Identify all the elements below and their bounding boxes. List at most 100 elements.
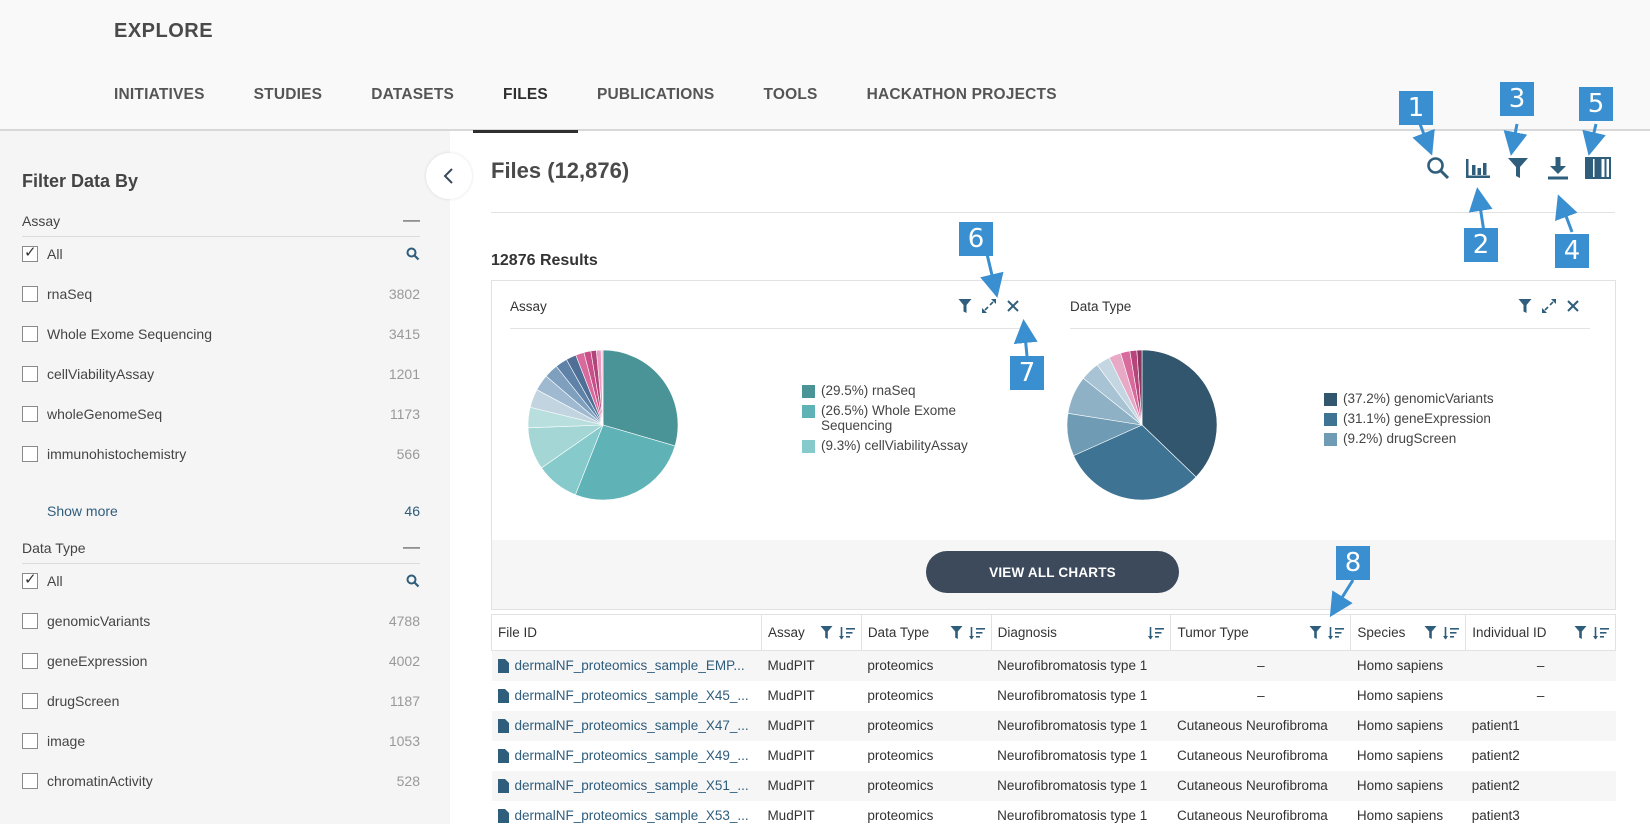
file-id-link[interactable]: dermalNF_proteomics_sample_X51_... (514, 778, 749, 793)
checkbox-icon[interactable] (22, 446, 38, 462)
filter-option-whole-genome[interactable]: wholeGenomeSeq 1173 (22, 400, 420, 428)
column-header-file-id[interactable]: File ID (491, 614, 762, 651)
filter-icon[interactable] (820, 625, 833, 640)
filter-icon[interactable] (1424, 625, 1437, 640)
legend-item[interactable]: (26.5%) Whole Exome Sequencing (802, 403, 1022, 433)
assay-all-checkbox[interactable]: All (22, 240, 420, 268)
file-id-link[interactable]: dermalNF_proteomics_sample_X53_... (514, 808, 749, 823)
pie-slice[interactable] (1136, 349, 1143, 426)
tab-initiatives[interactable]: INITIATIVES (114, 86, 205, 103)
file-id-cell[interactable]: dermalNF_proteomics_sample_X45_... (492, 681, 762, 711)
file-id-cell[interactable]: dermalNF_proteomics_sample_X47_... (491, 710, 762, 741)
datatype-all-checkbox[interactable]: All (22, 567, 420, 595)
checkbox-icon[interactable] (22, 570, 38, 589)
download-button[interactable] (1545, 155, 1571, 181)
chart-filter-button[interactable] (1516, 297, 1534, 315)
checkbox-icon[interactable] (22, 243, 38, 262)
legend-item[interactable]: (37.2%) genomicVariants (1324, 391, 1544, 406)
filter-option-drug-screen[interactable]: drugScreen 1187 (22, 687, 420, 715)
tab-files[interactable]: FILES (473, 84, 578, 133)
checkbox-icon[interactable] (22, 366, 38, 382)
column-header-species[interactable]: Species (1350, 614, 1467, 651)
columns-icon (1585, 157, 1611, 179)
file-id-link[interactable]: dermalNF_proteomics_sample_X47_... (514, 718, 749, 733)
file-id-cell[interactable]: dermalNF_proteomics_sample_X49_... (492, 741, 762, 771)
show-more-link[interactable]: Show more (47, 503, 118, 519)
column-header-tumor-type[interactable]: Tumor Type (1170, 614, 1352, 651)
filter-icon[interactable] (950, 625, 963, 640)
legend-item[interactable]: (9.2%) drugScreen (1324, 431, 1544, 446)
file-id-cell[interactable]: dermalNF_proteomics_sample_X53_... (492, 801, 762, 824)
pie-slice[interactable] (1073, 424, 1197, 501)
legend-item[interactable]: (9.3%) cellViabilityAssay (802, 438, 1022, 453)
tab-hackathon-projects[interactable]: HACKATHON PROJECTS (866, 86, 1057, 103)
collapse-sidebar-button[interactable] (426, 153, 472, 199)
datatype-pie-chart[interactable] (1066, 349, 1218, 501)
checkbox-icon[interactable] (22, 733, 38, 749)
search-icon[interactable] (406, 574, 420, 588)
filter-option-image[interactable]: image 1053 (22, 727, 420, 755)
legend-item[interactable]: (29.5%) rnaSeq (802, 383, 1022, 398)
column-header-diagnosis[interactable]: Diagnosis (990, 614, 1172, 651)
search-icon[interactable] (406, 247, 420, 261)
sort-icon[interactable] (1443, 626, 1460, 640)
callout-3: 3 (1500, 82, 1534, 116)
file-id-link[interactable]: dermalNF_proteomics_sample_X45_... (514, 688, 749, 703)
assay-collapse-toggle[interactable]: — (403, 210, 420, 229)
sort-icon[interactable] (968, 626, 985, 640)
search-button[interactable] (1425, 155, 1451, 181)
pie-slice[interactable] (575, 424, 676, 501)
chart-close-button[interactable] (1004, 297, 1022, 315)
toggle-filters-button[interactable] (1505, 155, 1531, 181)
species-cell: Homo sapiens (1356, 808, 1444, 823)
filter-option-chromatin-activity[interactable]: chromatinActivity 528 (22, 767, 420, 795)
tab-publications[interactable]: PUBLICATIONS (596, 86, 715, 103)
view-all-charts-button[interactable]: VIEW ALL CHARTS (926, 551, 1179, 593)
column-header-data-type[interactable]: Data Type (860, 614, 992, 651)
chart-filter-button[interactable] (956, 297, 974, 315)
sort-icon[interactable] (1593, 626, 1609, 640)
filter-option-gene-expression[interactable]: geneExpression 4002 (22, 647, 420, 675)
tab-datasets[interactable]: DATASETS (371, 86, 455, 103)
checkbox-icon[interactable] (22, 326, 38, 342)
pie-slice[interactable] (602, 349, 679, 447)
assay-pie-chart[interactable] (527, 349, 679, 501)
checkbox-icon[interactable] (22, 286, 38, 302)
file-id-cell[interactable]: dermalNF_proteomics_sample_EMP... (491, 650, 762, 681)
datatype-collapse-toggle[interactable]: — (403, 537, 420, 556)
filter-option-genomic-variants[interactable]: genomicVariants 4788 (22, 607, 420, 635)
tab-tools[interactable]: TOOLS (763, 86, 818, 103)
filter-option-whole-exome[interactable]: Whole Exome Sequencing 3415 (22, 320, 420, 348)
data-type-cell: proteomics (861, 710, 992, 741)
chart-expand-button[interactable] (1540, 297, 1558, 315)
file-id-link[interactable]: dermalNF_proteomics_sample_EMP... (514, 658, 745, 674)
filter-option-cell-viability[interactable]: cellViabilityAssay 1201 (22, 360, 420, 388)
checkbox-icon[interactable] (22, 613, 38, 629)
toggle-charts-button[interactable] (1465, 155, 1491, 181)
data-type-cell: proteomics (861, 770, 992, 801)
filter-option-rnaseq[interactable]: rnaSeq 3802 (22, 280, 420, 308)
checkbox-icon[interactable] (22, 693, 38, 709)
columns-button[interactable] (1585, 155, 1611, 181)
file-id-cell[interactable]: dermalNF_proteomics_sample_X51_... (491, 770, 762, 801)
pie-slice[interactable] (1141, 349, 1218, 478)
checkbox-icon[interactable] (22, 653, 38, 669)
filter-label: geneExpression (47, 653, 148, 669)
filter-icon[interactable] (1574, 625, 1587, 640)
tab-studies[interactable]: STUDIES (253, 86, 323, 103)
checkbox-icon[interactable] (22, 773, 38, 789)
pie-slice[interactable] (600, 349, 604, 426)
sort-icon[interactable] (1148, 626, 1165, 640)
column-header-individual-id[interactable]: Individual ID (1465, 614, 1616, 651)
file-id-link[interactable]: dermalNF_proteomics_sample_X49_... (514, 748, 749, 763)
filter-icon[interactable] (1309, 625, 1322, 640)
file-icon (497, 658, 509, 673)
filter-option-immunohistochemistry[interactable]: immunohistochemistry 566 (22, 440, 420, 468)
legend-item[interactable]: (31.1%) geneExpression (1324, 411, 1544, 426)
chart-close-button[interactable] (1564, 297, 1582, 315)
checkbox-icon[interactable] (22, 406, 38, 422)
chart-expand-button[interactable] (980, 297, 998, 315)
sort-icon[interactable] (1328, 626, 1345, 640)
sort-icon[interactable] (838, 626, 855, 640)
column-header-assay[interactable]: Assay (760, 614, 862, 651)
